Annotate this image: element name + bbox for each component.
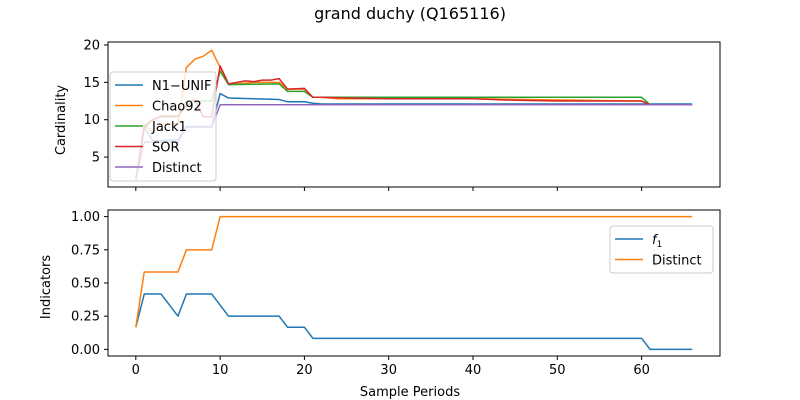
cardinality-panel: Cardinality 5 10 15 20 N1−UNIF Chao92 Jack1 SO… [54, 38, 721, 191]
cardinality-ylabel: Cardinality [54, 85, 69, 156]
indicators-ytick-label: 0.75 [71, 243, 100, 258]
indicators-legend-box [609, 225, 714, 274]
cardinality-legend: N1−UNIF Chao92 Jack1 SOR Distinct [109, 71, 217, 182]
indicators-ylabel: Indicators [39, 255, 54, 319]
cardinality-ytick-label: 20 [83, 38, 100, 53]
indicators-xtick-label: 40 [465, 363, 482, 378]
cardinality-ytick-label: 10 [83, 113, 100, 128]
cardinality-legend-label-chao92: Chao92 [152, 100, 202, 115]
cardinality-legend-label-sor: SOR [152, 141, 180, 156]
indicators-xtick-label: 0 [132, 363, 140, 378]
indicators-xtick-label: 10 [212, 363, 229, 378]
cardinality-ytick-label: 15 [83, 76, 100, 91]
cardinality-axes-frame [107, 41, 721, 188]
indicators-series-distinct [135, 215, 693, 328]
indicators-ytick-label: 0.00 [71, 343, 100, 358]
cardinality-legend-label-distinct: Distinct [152, 161, 202, 176]
indicators-xlabel: Sample Periods [360, 385, 460, 400]
indicators-ticks: 0.00 0.25 0.50 0.75 1.00 0 10 20 30 40 50 60 [71, 210, 650, 378]
cardinality-legend-label-jack1: Jack1 [151, 120, 187, 135]
indicators-axes-frame [107, 209, 721, 357]
indicators-xtick-label: 60 [633, 363, 650, 378]
cardinality-ytick-label: 5 [92, 151, 100, 166]
indicators-xtick-label: 30 [380, 363, 397, 378]
indicators-ytick-label: 0.50 [71, 277, 100, 292]
indicators-legend-label-f1: f1 [652, 233, 662, 250]
indicators-xtick-label: 20 [296, 363, 313, 378]
indicators-legend-label-distinct: Distinct [652, 254, 702, 269]
indicators-panel: Indicators 0.00 0.25 0.50 0.75 1.00 0 10 20 30 40… [39, 209, 721, 400]
indicators-series-f1 [135, 293, 693, 351]
cardinality-ticks: 5 10 15 20 [83, 38, 643, 191]
indicators-legend: f1 Distinct [609, 225, 714, 274]
cardinality-legend-label-n1-unif: N1−UNIF [152, 79, 211, 94]
indicators-ytick-label: 1.00 [71, 210, 100, 225]
figure-title: grand duchy (Q165116) [314, 4, 506, 23]
indicators-ytick-label: 0.25 [71, 310, 100, 325]
indicators-series-lines [135, 215, 693, 351]
cardinality-legend-box [109, 71, 217, 182]
indicators-xtick-label: 50 [549, 363, 566, 378]
